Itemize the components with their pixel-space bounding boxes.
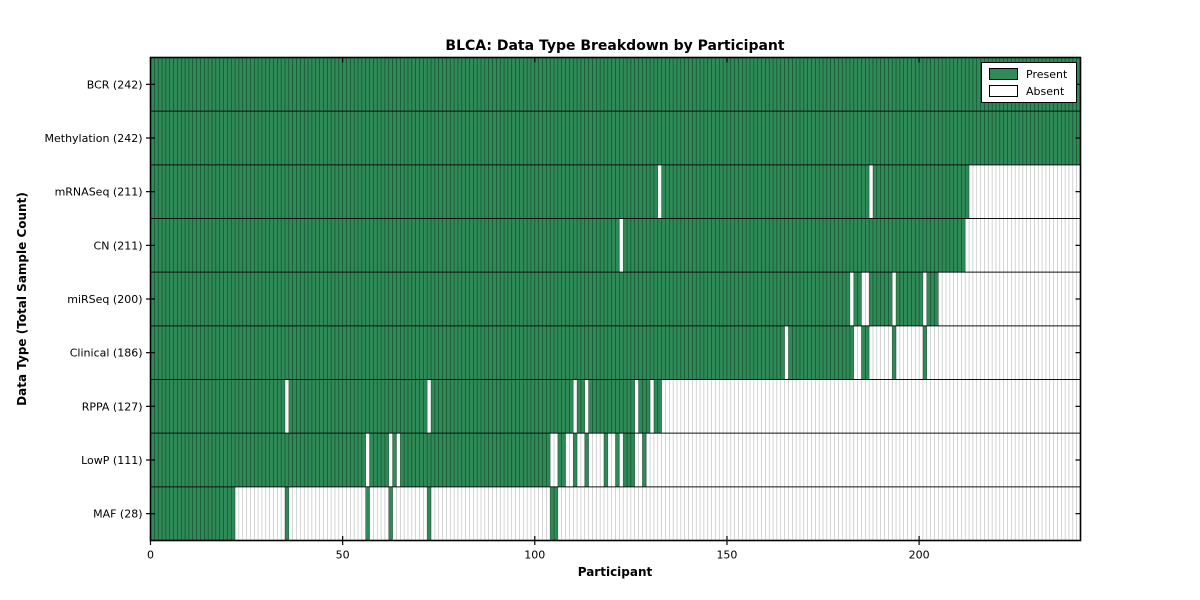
x-axis-title: Participant [577,565,653,579]
y-tick-label-LowP: LowP (111) [81,454,142,467]
present-cells-mRNASeq [872,164,970,219]
present-cells-LowP [573,433,578,487]
present-cells-RPPA [638,379,651,434]
cell-separators-light-LowP [553,433,1081,487]
present-cells-LowP [623,433,635,487]
x-tick-label: 0 [147,549,154,562]
present-cells-Clinical [788,325,854,380]
cell-separators-light-miRSeq [864,272,1081,326]
present-cells-MAF [365,486,370,541]
legend-label-absent: Absent [1026,84,1065,98]
cell-separators-light-CN [968,218,1081,273]
present-cells-Clinical [892,325,897,380]
legend-item-absent: Absent [989,85,1070,97]
present-cells-MAF [285,486,289,541]
y-tick-label-MAF: MAF (28) [93,508,142,521]
present-cells-LowP [615,433,620,487]
y-axis-title: Data Type (Total Sample Count) [15,192,29,406]
present-cells-CN [623,218,966,273]
cell-separators-light-RPPA [665,379,1081,434]
present-cells-MAF [427,486,432,541]
present-cells-MAF [388,486,393,541]
present-cells-LowP [392,433,397,487]
cell-separators-light-mRNASeq [972,164,1081,219]
row-background-MAF [150,486,1081,541]
x-tick-label: 50 [336,549,350,562]
present-cells-RPPA [431,379,574,434]
present-cells-miRSeq [926,272,939,326]
chart-title: BLCA: Data Type Breakdown by Participant [445,38,785,54]
y-tick-label-CN: CN (211) [94,239,143,252]
absent-swatch-icon [989,85,1018,97]
x-tick-label: 200 [909,549,930,562]
present-cells-RPPA [150,379,286,434]
present-cells-LowP [584,433,589,487]
present-cells-Clinical [150,325,785,380]
present-cells-Clinical [922,325,927,380]
y-tick-label-BCR: BCR (242) [87,78,143,91]
y-tick-label-Methylation: Methylation (242) [45,132,143,145]
present-cells-LowP [369,433,389,487]
y-tick-label-RPPA: RPPA (127) [82,400,143,413]
present-cells-LowP [603,433,608,487]
present-swatch-icon [989,68,1018,80]
y-tick-label-Clinical: Clinical (186) [70,347,143,360]
cell-separators-light-MAF [238,486,1081,541]
present-cells-LowP [400,433,551,487]
y-tick-label-mRNASeq: mRNASeq (211) [55,186,143,199]
legend-item-present: Present [989,68,1070,80]
present-cells-LowP [642,433,647,487]
x-tick-label: 150 [716,549,737,562]
present-cells-miRSeq [896,272,923,326]
y-tick-label-miRSeq: miRSeq (200) [67,293,142,306]
x-tick-label: 100 [524,549,545,562]
legend-label-present: Present [1026,67,1068,81]
cell-separators-light-Clinical [857,325,1081,380]
legend: Present Absent [981,62,1077,103]
